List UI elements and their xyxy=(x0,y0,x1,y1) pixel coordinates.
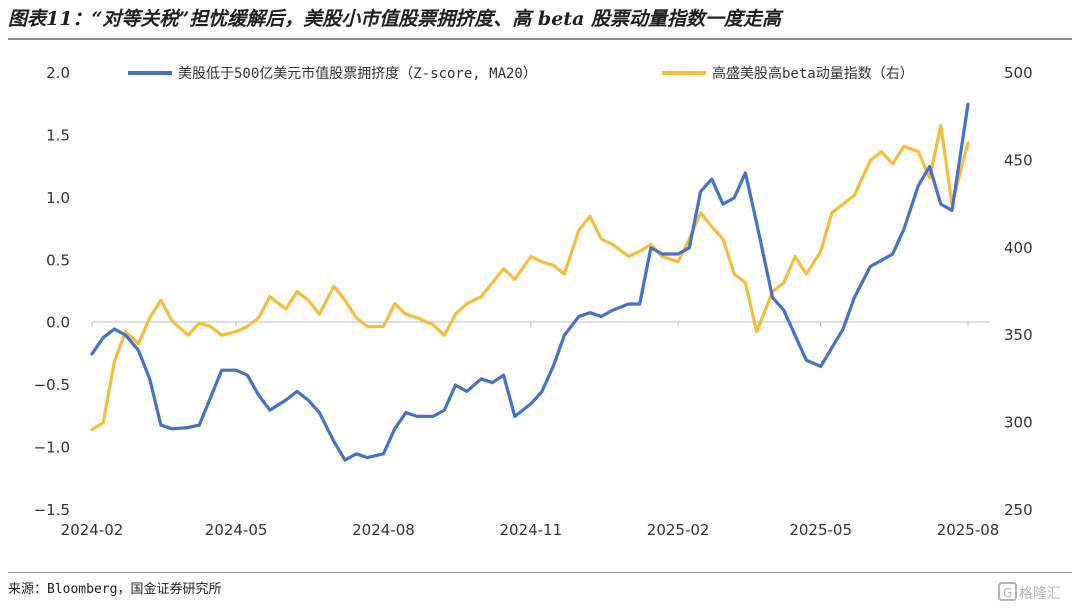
y-right-tick-label: 450 xyxy=(1004,151,1033,169)
dual-axis-line-chart: 2024-02 2024-05 2024-08 2024-11 2025-02 2025-… xyxy=(34,64,1033,539)
x-tick-label: 2024-05 xyxy=(205,521,268,539)
x-axis-labels: 2024-02 2024-05 2024-08 2024-11 2025-02 2025-… xyxy=(61,521,1000,539)
y-left-tick-label: 1.0 xyxy=(46,189,70,207)
x-tick-label: 2024-08 xyxy=(352,521,415,539)
y-left-tick-label: −1.5 xyxy=(34,501,70,519)
x-tick-label: 2025-05 xyxy=(789,521,852,539)
title-divider xyxy=(8,38,1072,40)
footer-divider xyxy=(8,572,1072,573)
x-axis-ticks xyxy=(91,322,969,327)
legend-label-beta-momentum: 高盛美股高beta动量指数（右） xyxy=(712,65,914,82)
chart-title: 图表11：“对等关税”担忧缓解后，美股小市值股票拥挤度、高 beta 股票动量指… xyxy=(8,8,781,30)
y-left-tick-label: 0.0 xyxy=(46,314,70,332)
x-tick-label: 2025-08 xyxy=(937,521,1000,539)
y-left-tick-label: −0.5 xyxy=(34,376,70,394)
legend-label-smallcap-crowding: 美股低于500亿美元市值股票拥挤度（Z-score, MA20） xyxy=(178,65,537,82)
legend: 美股低于500亿美元市值股票拥挤度（Z-score, MA20） 高盛美股高be… xyxy=(128,65,914,82)
svg-text:格隆汇: 格隆汇 xyxy=(1019,586,1061,602)
y-axis-left-labels: 2.0 1.5 1.0 0.5 0.0 −0.5 −1.0 −1.5 xyxy=(34,64,70,519)
series-line-smallcap-crowding xyxy=(90,102,970,462)
y-right-tick-label: 350 xyxy=(1004,326,1033,344)
source-note: 来源：Bloomberg，国金证券研究所 xyxy=(8,582,222,597)
y-right-tick-label: 500 xyxy=(1004,64,1033,82)
watermark-logo: G 格隆汇 xyxy=(998,582,1061,602)
x-tick-label: 2024-02 xyxy=(61,521,124,539)
x-tick-label: 2024-11 xyxy=(499,521,562,539)
y-left-tick-label: −1.0 xyxy=(34,439,70,457)
x-tick-label: 2025-02 xyxy=(647,521,710,539)
y-axis-right-labels: 500 450 400 350 300 250 xyxy=(1004,64,1033,519)
y-left-tick-label: 2.0 xyxy=(46,64,70,82)
y-right-tick-label: 400 xyxy=(1004,239,1033,257)
svg-text:G: G xyxy=(1003,586,1012,600)
y-right-tick-label: 250 xyxy=(1004,501,1033,519)
y-left-tick-label: 0.5 xyxy=(46,251,70,269)
y-right-tick-label: 300 xyxy=(1004,414,1033,432)
y-left-tick-label: 1.5 xyxy=(46,126,70,144)
series-line-beta-momentum xyxy=(90,123,970,432)
